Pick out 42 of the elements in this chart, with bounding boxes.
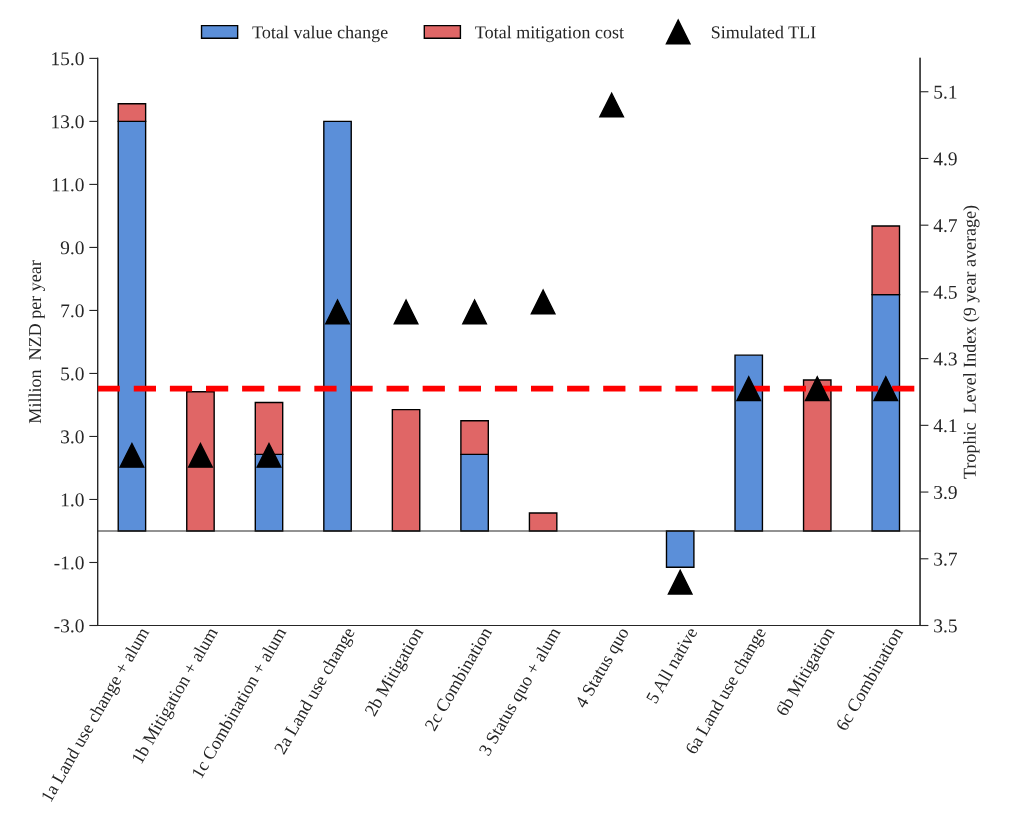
y-tick-label: 9.0 <box>60 241 84 255</box>
y-axis-title: Million NZD per year <box>28 260 45 424</box>
point <box>119 442 145 468</box>
point <box>804 376 830 402</box>
y-tick-label: 5.0 <box>61 367 84 381</box>
bar <box>323 120 352 532</box>
bar <box>734 354 764 532</box>
bar <box>802 379 832 532</box>
y2-tick-label: 4.3 <box>933 352 957 366</box>
y-tick-label: 1.0 <box>61 493 84 507</box>
point <box>599 92 625 118</box>
point <box>393 299 419 325</box>
bar <box>186 391 215 532</box>
point <box>530 289 556 315</box>
y-tick-label: 11.0 <box>52 178 84 192</box>
y-tick-label: -3.0 <box>54 619 84 633</box>
bar <box>391 408 421 532</box>
y2-axis-title: Trophic Level Index (9 year average) <box>963 205 980 479</box>
y2-tick-label: 3.7 <box>934 552 957 566</box>
point <box>187 442 213 468</box>
y-tick-label: 7.0 <box>61 304 84 318</box>
y-tick-label: 3.0 <box>61 430 84 444</box>
y-tick-label: 13.0 <box>52 115 84 129</box>
legend-label: Total mitigation cost <box>475 25 624 43</box>
y2-tick-label: 4.1 <box>933 419 957 433</box>
point <box>667 569 693 595</box>
y2-tick-label: 5.1 <box>934 85 957 99</box>
point <box>736 376 762 402</box>
point <box>462 299 488 325</box>
y-tick-label: -1.0 <box>54 556 84 570</box>
legend-label: Simulated TLI <box>711 25 816 39</box>
point <box>325 299 351 325</box>
y2-tick-label: 4.5 <box>933 285 957 299</box>
legend-label: Total value change <box>252 25 388 43</box>
y-tick-label: 15.0 <box>52 52 84 66</box>
y2-tick-label: 3.9 <box>934 485 957 500</box>
y2-tick-label: 4.7 <box>933 219 957 233</box>
point <box>873 376 899 402</box>
y2-tick-label: 3.5 <box>934 619 957 633</box>
bar <box>528 512 558 532</box>
y2-tick-label: 4.9 <box>933 152 957 166</box>
point <box>256 442 282 468</box>
